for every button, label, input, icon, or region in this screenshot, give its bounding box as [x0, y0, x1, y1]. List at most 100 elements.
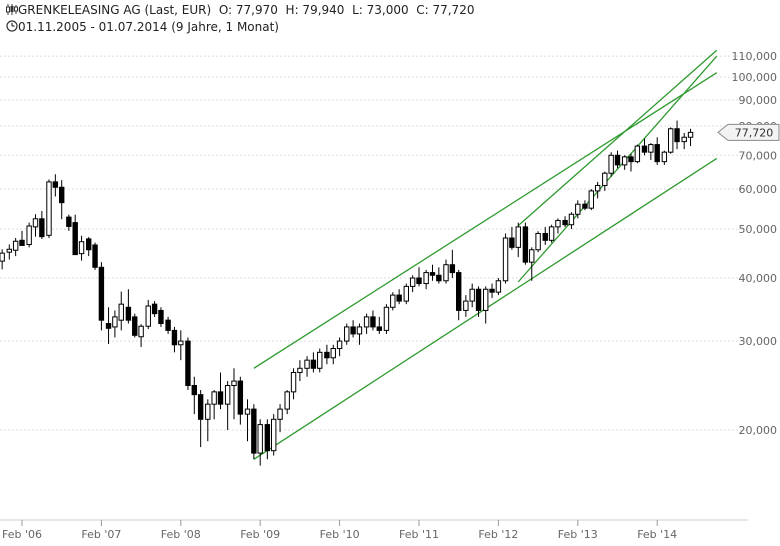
candle	[211, 390, 217, 420]
candle	[356, 323, 363, 345]
x-tick-label: Feb '14	[637, 528, 677, 541]
candle-body	[463, 300, 469, 311]
chart-header: GRENKELEASING AG (Last, EUR) O: 77,970 H…	[6, 3, 474, 17]
candle-body	[562, 219, 568, 226]
y-tick-label: 90,000	[739, 94, 778, 107]
candle	[548, 224, 555, 243]
candle	[297, 360, 303, 382]
candle	[648, 143, 654, 161]
candle-body	[324, 351, 330, 359]
candle-body	[423, 272, 429, 285]
candle-body	[594, 184, 601, 192]
candle-body	[674, 128, 680, 143]
x-tick-label: Feb '13	[558, 528, 598, 541]
candle-body	[449, 264, 456, 274]
candle-body	[165, 319, 171, 331]
candle	[270, 414, 277, 456]
candle-body	[390, 294, 396, 308]
candle-body	[6, 248, 12, 253]
candle-body	[495, 280, 502, 293]
candle	[6, 244, 12, 260]
y-tick-label: 60,000	[739, 183, 778, 196]
candle	[284, 390, 290, 415]
candle	[482, 286, 489, 324]
candle	[92, 242, 98, 270]
candle-body	[555, 219, 561, 228]
candle-body	[608, 154, 614, 174]
candle	[59, 180, 65, 220]
candle	[628, 153, 634, 172]
candle-body	[185, 340, 191, 386]
candle-body	[251, 408, 257, 454]
candle	[52, 174, 59, 197]
candle	[105, 307, 112, 345]
candle-body	[383, 306, 390, 331]
candle-body	[475, 288, 482, 311]
candle	[304, 356, 310, 377]
candle	[634, 144, 641, 164]
candle	[429, 264, 436, 281]
candle	[344, 323, 350, 345]
period-label: 01.11.2005 - 01.07.2014 (9 Jahre, 1 Mona…	[18, 20, 279, 34]
candle	[237, 376, 244, 425]
candle	[171, 326, 178, 353]
candle-body	[145, 305, 151, 327]
candle	[26, 222, 32, 248]
candle-body	[112, 316, 118, 328]
candle	[46, 179, 52, 239]
last-price-label: 77,720	[735, 126, 774, 139]
candle	[118, 291, 124, 331]
candle	[336, 337, 343, 357]
candle-body	[85, 238, 92, 251]
candle	[621, 155, 628, 170]
candle	[568, 212, 575, 230]
x-tick-label: Feb '08	[161, 528, 201, 541]
candle	[145, 299, 151, 329]
y-tick-label: 70,000	[739, 149, 778, 162]
y-axis: 20,00030,00040,00050,00060,00070,00080,0…	[732, 50, 778, 437]
candle-body	[502, 237, 509, 282]
candle-body	[482, 288, 489, 311]
y-tick-label: 100,000	[732, 71, 778, 84]
y-tick-label: 50,000	[739, 223, 778, 236]
candle	[66, 214, 72, 231]
candle	[588, 189, 594, 211]
candle	[390, 292, 396, 311]
candle	[463, 295, 469, 317]
candle-body	[509, 237, 515, 248]
candle	[654, 137, 660, 165]
candle-body	[92, 244, 98, 268]
candle-body	[582, 203, 588, 209]
last-price-box	[717, 123, 780, 141]
candle-body	[648, 144, 654, 153]
candle-body	[217, 391, 224, 405]
candle	[85, 237, 92, 257]
candle-body	[515, 226, 521, 248]
candle	[158, 307, 164, 327]
candle	[138, 324, 144, 348]
candle-body	[224, 384, 231, 405]
candle-body	[634, 145, 641, 163]
candle	[449, 249, 456, 278]
candle-body	[138, 325, 144, 338]
candle	[443, 259, 449, 284]
candle	[310, 352, 317, 373]
x-tick-label: Feb '10	[320, 528, 360, 541]
candle-body	[19, 239, 25, 246]
candle	[290, 368, 297, 400]
candle-body	[191, 384, 197, 396]
candle	[416, 267, 422, 287]
candle	[542, 226, 548, 245]
candle	[403, 283, 409, 305]
candle	[529, 247, 535, 281]
y-tick-label: 40,000	[739, 272, 778, 285]
candle	[456, 269, 462, 321]
candle	[72, 214, 78, 256]
candle	[575, 200, 581, 219]
x-tick-label: Feb '09	[240, 528, 280, 541]
candle-body	[363, 316, 370, 328]
candle	[582, 200, 588, 211]
candle	[383, 304, 390, 334]
candle	[509, 226, 515, 250]
